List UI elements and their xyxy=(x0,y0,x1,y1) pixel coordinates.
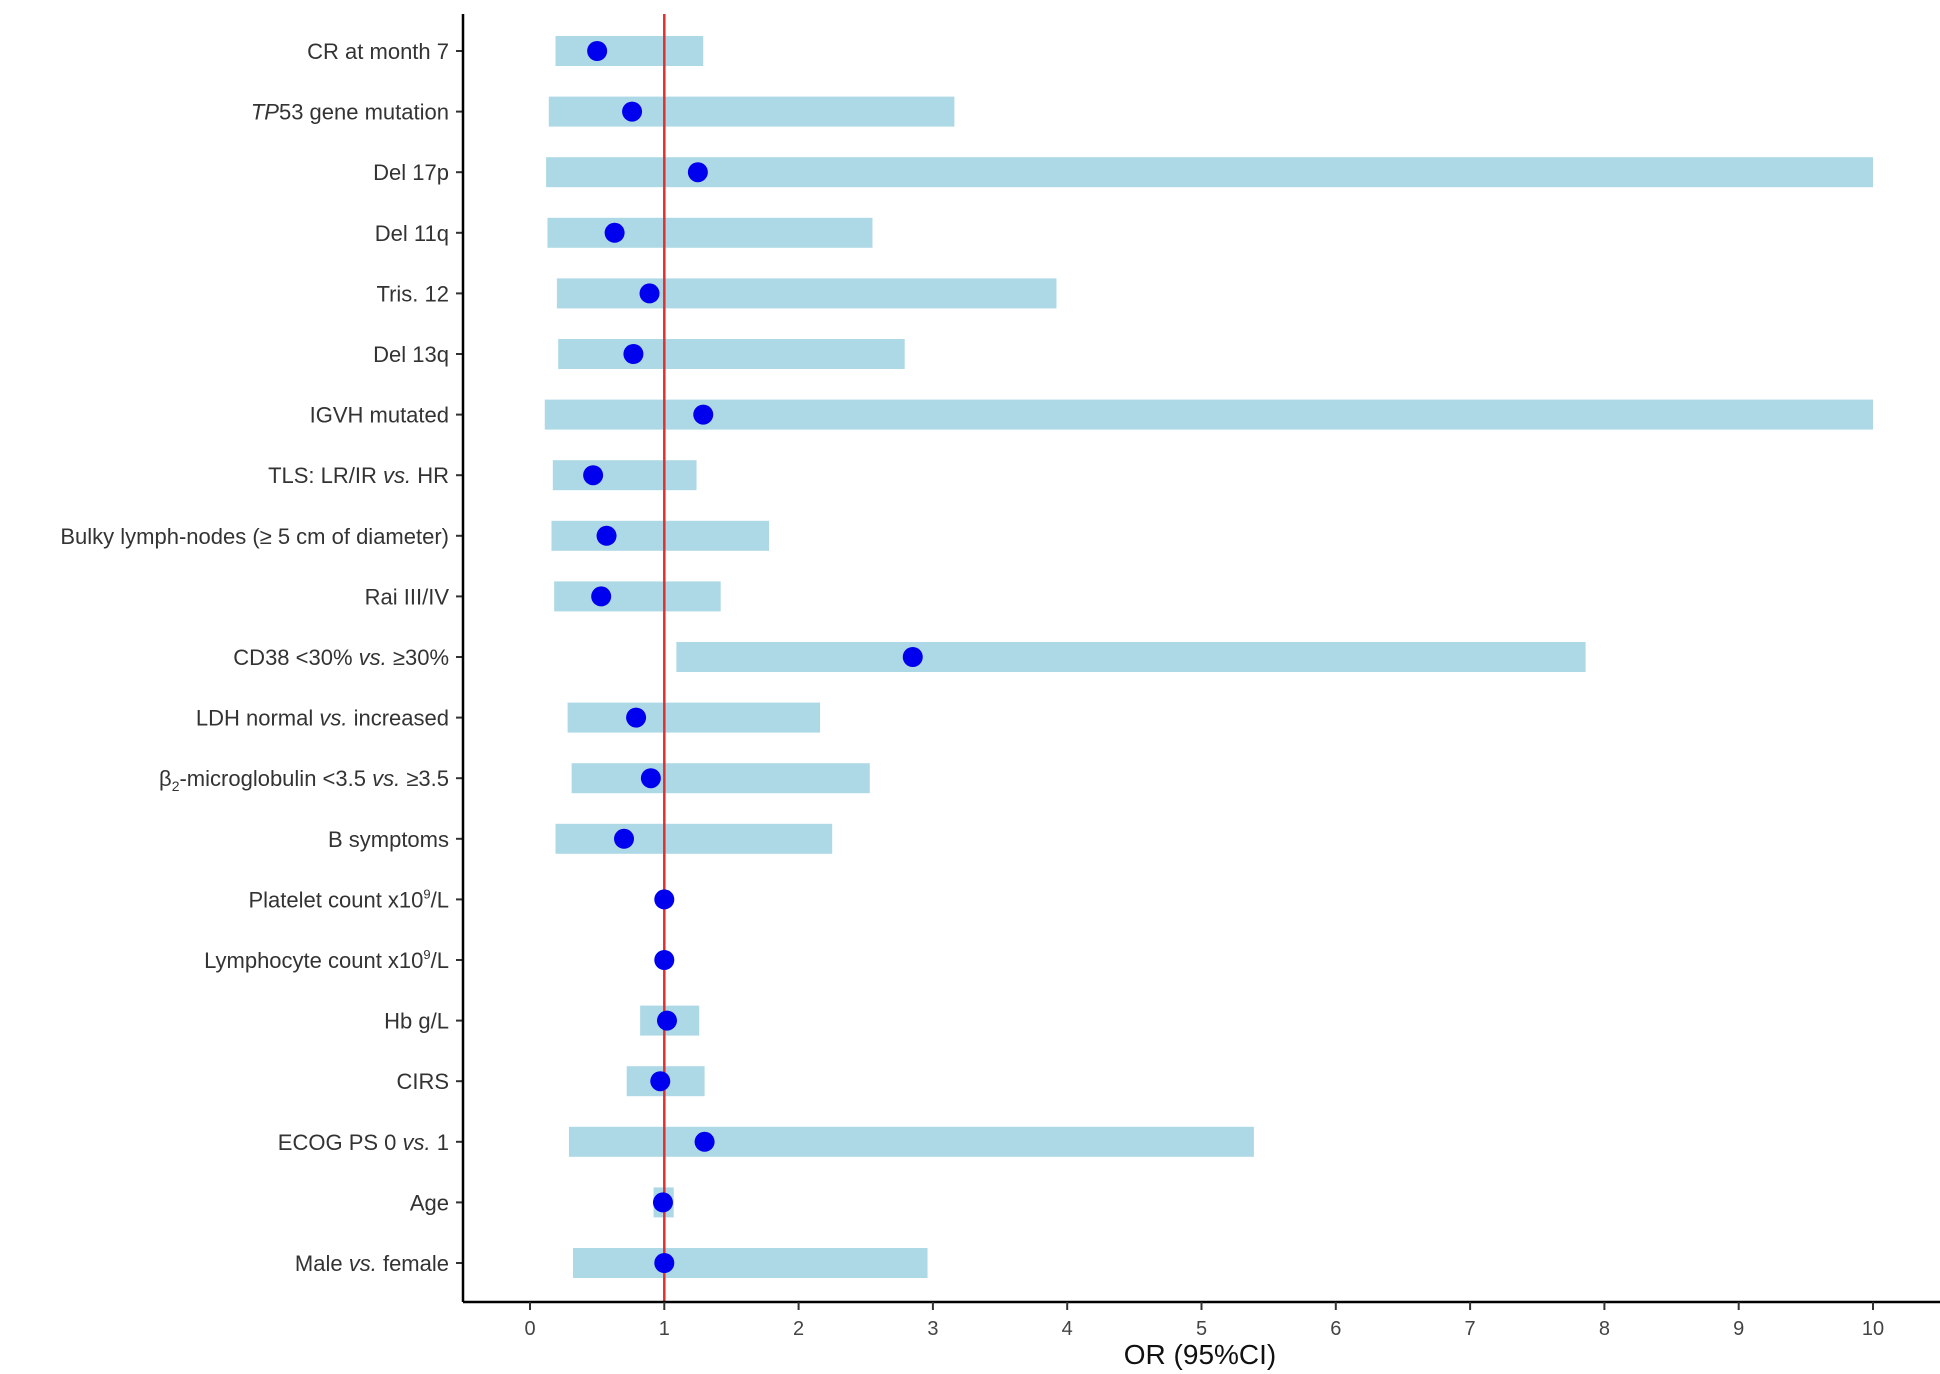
x-tick-label: 8 xyxy=(1599,1318,1610,1340)
ci-bar xyxy=(558,339,905,369)
x-tick-label: 9 xyxy=(1733,1318,1744,1340)
row-label: Platelet count x109/L xyxy=(249,886,450,912)
x-tick-label: 0 xyxy=(524,1318,535,1340)
row-label: Tris. 12 xyxy=(376,281,449,306)
or-point xyxy=(652,1192,673,1213)
row-labels: CR at month 7 TP53 gene mutation Del 17p De… xyxy=(60,39,463,1276)
ci-bar xyxy=(555,36,704,66)
row-label: Bulky lymph-nodes (≥ 5 cm of diameter) xyxy=(60,524,449,549)
or-point xyxy=(902,647,923,667)
or-point xyxy=(614,828,635,849)
or-point xyxy=(650,1071,671,1092)
x-tick-label: 7 xyxy=(1465,1318,1476,1340)
or-point xyxy=(687,162,708,183)
x-tick-label: 5 xyxy=(1196,1318,1207,1340)
or-point xyxy=(587,41,608,61)
ci-bar xyxy=(544,399,1874,430)
row-label: β2-microglobulin <3.5 vs. ≥3.5 xyxy=(159,766,449,794)
ci-bar xyxy=(548,96,955,127)
ci-bar xyxy=(552,460,697,491)
ci-bar xyxy=(572,1248,928,1278)
ci-bar xyxy=(555,823,833,854)
or-point xyxy=(622,101,643,122)
or-point xyxy=(623,344,644,364)
or-point xyxy=(591,586,612,607)
x-axis-title: OR (95%CI) xyxy=(1124,1339,1276,1370)
x-tick-label: 10 xyxy=(1862,1318,1884,1340)
row-label: Age xyxy=(410,1190,449,1215)
row-label: CR at month 7 xyxy=(307,39,449,64)
row-label: Rai III/IV xyxy=(365,584,450,609)
row-label: LDH normal vs. increased xyxy=(196,706,449,731)
or-point xyxy=(640,768,661,789)
ci-bar xyxy=(571,763,870,794)
row-label: Del 17p xyxy=(373,160,449,185)
row-label: ECOG PS 0 vs. 1 xyxy=(278,1130,449,1155)
x-tick-label: 2 xyxy=(793,1318,804,1340)
or-point xyxy=(654,1253,675,1273)
x-tick-label: 3 xyxy=(927,1318,938,1340)
ci-bar xyxy=(568,1126,1254,1157)
ci-bar xyxy=(547,217,873,248)
or-points xyxy=(583,41,923,1273)
row-label: Del 13q xyxy=(373,342,449,367)
ci-bar xyxy=(554,581,721,612)
x-tick-label: 4 xyxy=(1062,1318,1073,1340)
ci-bar xyxy=(556,278,1057,309)
or-point xyxy=(626,707,647,728)
or-point xyxy=(639,283,660,304)
ci-bars xyxy=(544,36,1874,1278)
ci-bar xyxy=(567,702,821,733)
or-point xyxy=(596,525,617,546)
ci-bar xyxy=(551,520,770,551)
x-tick-label: 1 xyxy=(659,1318,670,1340)
row-label: Del 11q xyxy=(375,221,449,246)
row-label: Lymphocyte count x109/L xyxy=(204,947,449,973)
or-point xyxy=(693,404,714,425)
or-point xyxy=(583,465,604,486)
or-point xyxy=(654,889,675,910)
row-label: TP53 gene mutation xyxy=(251,100,449,125)
row-label: B symptoms xyxy=(328,827,449,852)
row-label: Hb g/L xyxy=(384,1009,449,1034)
x-ticks: 0 1 2 3 4 5 6 7 8 9 10 xyxy=(524,1302,1884,1340)
x-tick-label: 6 xyxy=(1330,1318,1341,1340)
row-label: IGVH mutated xyxy=(310,403,449,428)
row-label: Male vs. female xyxy=(295,1251,449,1276)
row-label: TLS: LR/IR vs. HR xyxy=(268,463,449,488)
or-point xyxy=(604,222,625,243)
ci-bar xyxy=(546,157,1874,188)
or-point xyxy=(694,1131,715,1152)
or-point xyxy=(656,1010,677,1031)
ci-bar xyxy=(676,642,1586,672)
row-label: CIRS xyxy=(396,1069,449,1094)
or-point xyxy=(654,950,675,970)
row-label: CD38 <30% vs. ≥30% xyxy=(233,645,449,670)
